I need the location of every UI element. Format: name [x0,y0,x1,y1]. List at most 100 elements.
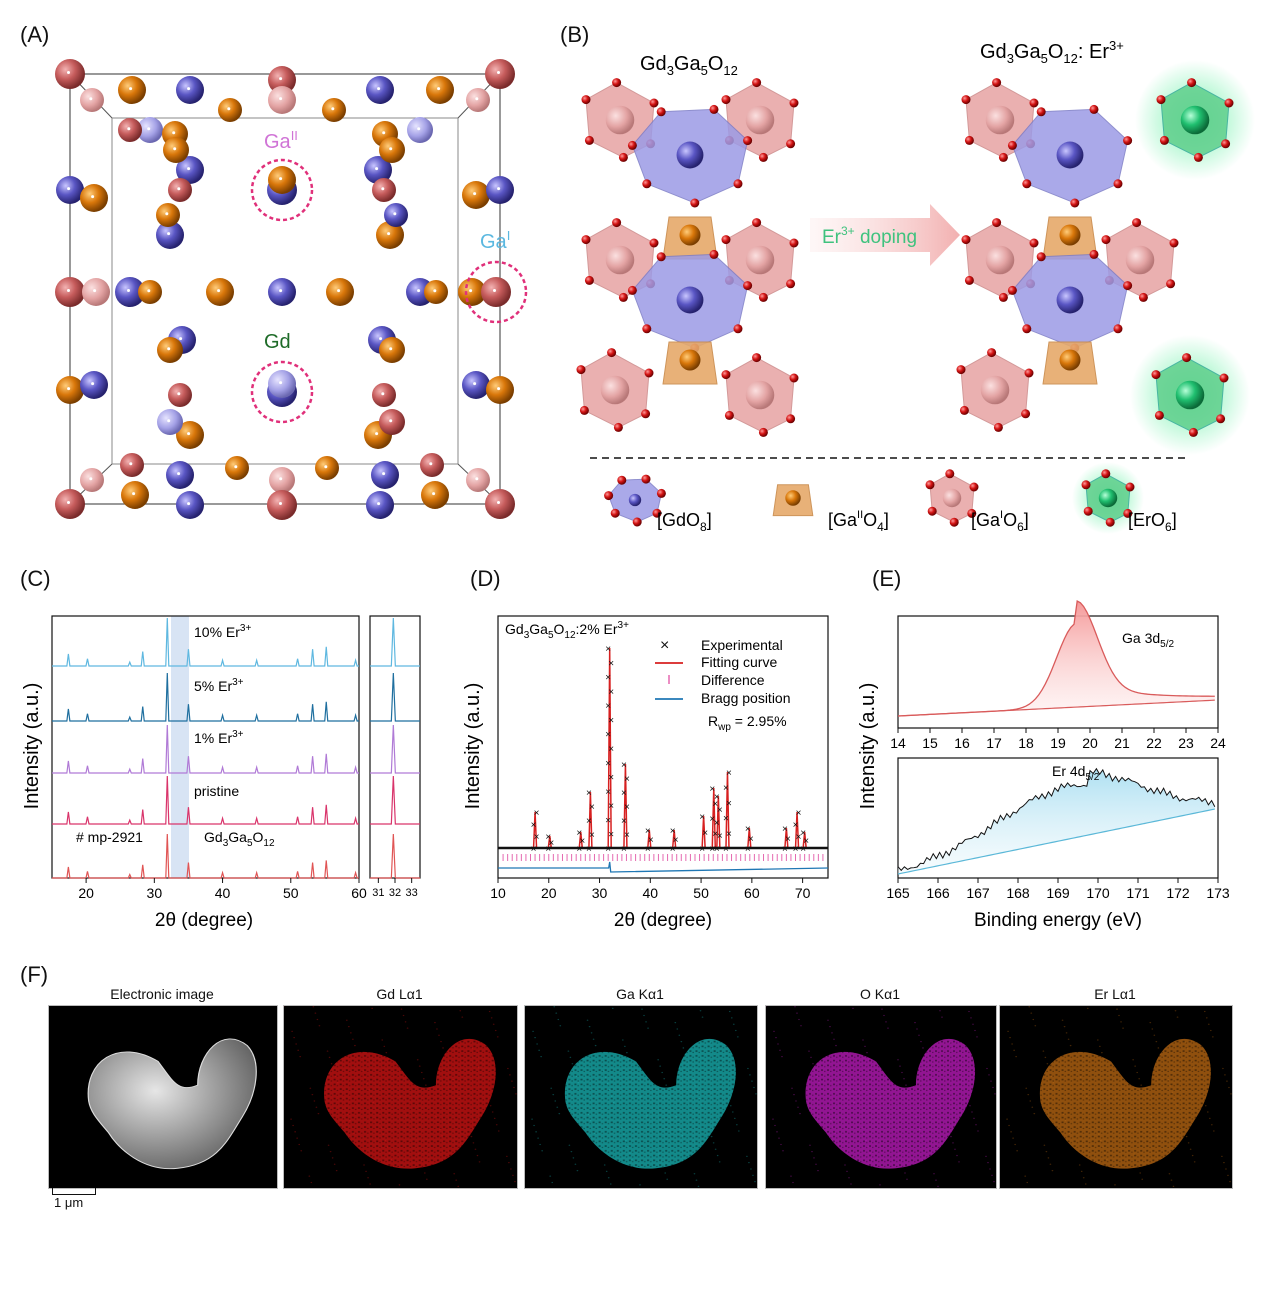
scale-bar [52,1188,96,1195]
atom [80,371,108,399]
atom [485,59,515,89]
d-xlabel: 2θ (degree) [614,910,712,931]
d-exp-point: × [723,783,729,794]
e-xlabel: Binding energy (eV) [974,910,1142,931]
gd-site-highlight [250,360,314,424]
d-exp-point: × [608,830,614,841]
e-ylabel: Intensity (a.u.) [857,683,879,810]
atom [118,118,142,142]
c-label-10: 10% Er3+ [194,623,251,640]
d-exp-point: × [726,829,732,840]
legend-ga2o4: [GaIIO4] [828,509,889,534]
c-inset-trace-3 [370,775,420,825]
e-bottom-tick: 169 [1046,885,1070,901]
d-exp-point: × [712,799,718,810]
atom [371,461,399,489]
d-exp-point: × [726,798,732,809]
e-top-tick: 15 [922,735,938,751]
atom [56,376,84,404]
atom [138,280,162,304]
d-exp-point: × [579,836,585,847]
panel-label-f: (F) [20,962,49,987]
d-exp-point: × [709,844,715,855]
atom [372,178,396,202]
atom [206,278,234,306]
atom [322,98,346,122]
doping-label: Er3+ doping [822,224,917,248]
d-exp-point: × [576,844,582,855]
d-tick-label: 70 [795,885,811,901]
atom [225,456,249,480]
d-exp-point: × [605,787,611,798]
d-exp-point: × [800,828,806,839]
d-exp-point: × [723,844,729,855]
d-exp-point: × [605,758,611,769]
atom [376,221,404,249]
e-top-tick: 14 [890,735,906,751]
c-inset-tick-label: 31 [372,887,384,899]
d-exp-point: × [714,792,720,803]
d-exp-point: × [605,644,611,655]
map-title-1: Gd Lα1 [376,986,423,1002]
atom [120,453,144,477]
c-label-pristine: pristine [194,783,239,799]
atom [80,88,104,112]
d-exp-point: × [589,802,595,813]
e-bottom-tick: 165 [886,885,910,901]
e-top-tick: 21 [1114,735,1130,751]
d-exp-point: × [608,801,614,812]
atom [55,277,85,307]
atom [176,421,204,449]
d-exp-point: × [586,844,592,855]
d-tick-label: 30 [592,885,608,901]
e-bottom-tick: 168 [1006,885,1030,901]
c-ref-formula: Gd3Ga5O12 [204,829,275,849]
atom [462,371,490,399]
d-exp-point: × [589,830,595,841]
d-exp-point: × [545,844,551,855]
atom [268,370,296,398]
d-exp-point: × [621,816,627,827]
atom [379,137,405,163]
d-exp-point: × [605,701,611,712]
atom [384,203,408,227]
eds-map-3 [765,1005,997,1189]
atom [157,409,183,435]
d-exp-point: × [645,844,651,855]
atom [156,221,184,249]
atom [80,468,104,492]
atom [481,277,511,307]
atom [163,137,189,163]
panel-label-d: (D) [470,566,501,591]
d-tick-label: 40 [643,885,659,901]
d-legend-fitting: Fitting curve [701,654,777,670]
panel-label-a: (A) [20,22,50,47]
e-top-tick: 24 [1210,735,1226,751]
d-exp-point: × [782,844,788,855]
e-top-tick: 16 [954,735,970,751]
e-bottom-label: Er 4d5/2 [1052,763,1100,783]
c-inset-trace-0 [370,617,420,667]
atom [486,376,514,404]
c-ref-id: # mp-2921 [76,829,143,845]
xrd-chart-c: Intensity (a.u.) 20 30 40 50 60 31 32 33 # mp-2… [21,615,421,931]
d-exp-point: × [796,832,802,843]
atom [157,337,183,363]
panel-label-b: (B) [560,22,590,47]
ga2-label: GaII [264,128,298,153]
c-tick-label: 60 [351,885,367,901]
d-tick-label: 60 [744,885,760,901]
d-exp-point: × [670,844,676,855]
d-exp-point: × [605,815,611,826]
d-exp-point: × [673,835,679,846]
c-tick-label: 20 [78,885,94,901]
d-tick-label: 50 [693,885,709,901]
legend-ga1o6: [GaIO6] [971,509,1029,534]
panel-label-c: (C) [20,566,51,591]
atom [426,76,454,104]
d-exp-point: × [608,658,614,669]
e-top-label: Ga 3d5/2 [1122,630,1174,650]
c-label-5: 5% Er3+ [194,677,244,694]
d-exp-point: × [608,715,614,726]
atom [168,383,192,407]
